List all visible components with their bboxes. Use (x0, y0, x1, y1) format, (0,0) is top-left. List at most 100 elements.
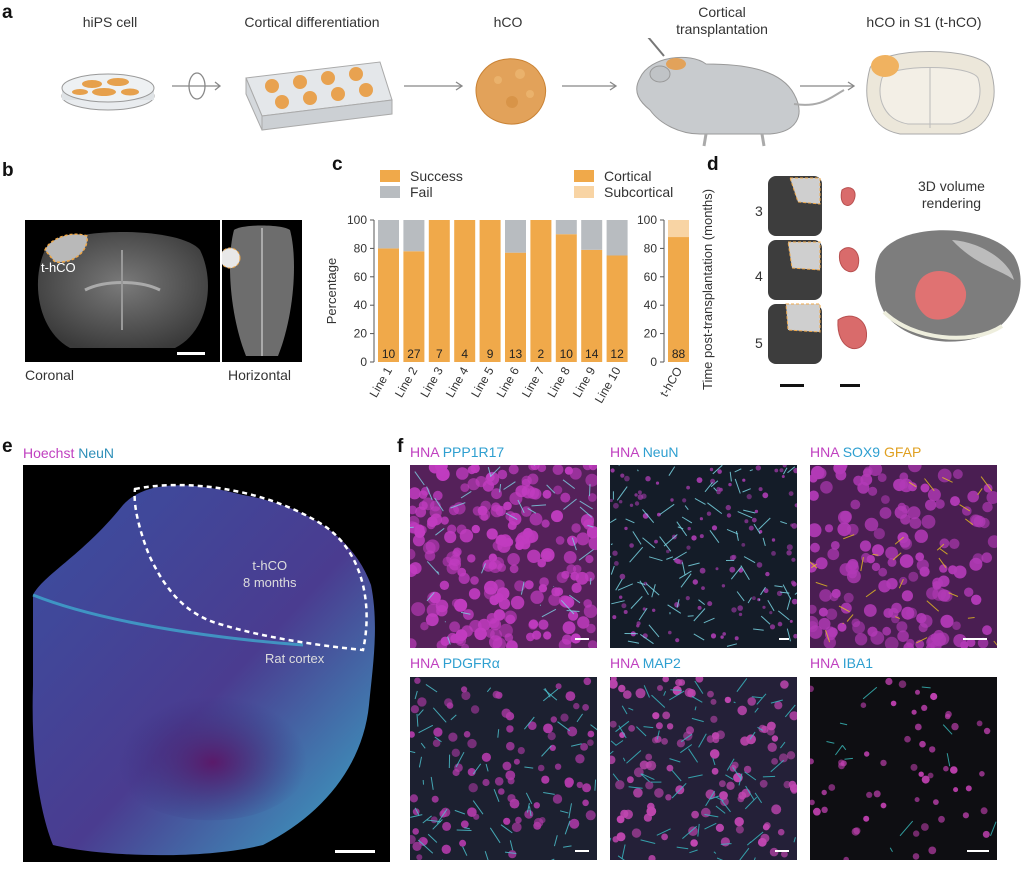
process-fiber (712, 465, 723, 475)
process-fiber (486, 687, 492, 693)
process-fiber (689, 849, 698, 854)
x-tick-label: Line 2 (392, 364, 421, 400)
process-fiber (642, 509, 655, 524)
nucleus-dot (983, 727, 991, 735)
process-fiber (672, 551, 687, 561)
nucleus-dot (899, 536, 911, 548)
nucleus-dot (582, 783, 592, 793)
render-label: 3D volume rendering (918, 178, 985, 211)
y-tick-label-lines: 20 (354, 327, 368, 341)
process-fiber (563, 498, 577, 510)
process-fiber (705, 790, 716, 807)
nucleus-dot (915, 689, 920, 695)
organoid-icon (475, 58, 547, 125)
nucleus-dot (851, 618, 861, 628)
nucleus-dot (711, 732, 720, 740)
nucleus-dot (508, 850, 517, 859)
micrograph-ppp1r17 (410, 465, 597, 648)
nucleus-dot (441, 844, 451, 854)
nucleus-dot (494, 592, 504, 603)
process-fiber (472, 763, 482, 775)
nucleus-dot (789, 711, 797, 721)
process-fiber (640, 773, 650, 783)
nucleus-dot (636, 624, 640, 628)
process-fiber (682, 825, 698, 839)
process-fiber (691, 717, 704, 723)
process-fiber (621, 844, 626, 859)
workflow-illustration (61, 38, 995, 147)
nucleus-dot (571, 523, 581, 533)
nucleus-dot (951, 722, 959, 731)
process-fiber (618, 465, 620, 466)
nucleus-dot (743, 765, 752, 774)
process-fiber (704, 822, 717, 830)
nucleus-dot (868, 486, 878, 496)
stain-label: IBA1 (842, 655, 874, 671)
nucleus-dot (838, 759, 845, 766)
process-fiber (780, 591, 790, 594)
process-fiber (844, 757, 853, 760)
nucleus-dot (965, 785, 972, 792)
process-fiber (610, 750, 614, 755)
nucleus-dot (411, 602, 426, 617)
nucleus-dot (628, 725, 635, 732)
process-fiber (842, 744, 847, 751)
nucleus-dot (585, 473, 597, 487)
nucleus-dot (833, 465, 847, 474)
nucleus-dot (627, 776, 634, 784)
nucleus-dot (539, 817, 546, 824)
nucleus-dot (986, 491, 997, 504)
nucleus-dot (646, 806, 657, 817)
nucleus-dot (486, 528, 498, 540)
nucleus-dot (887, 557, 897, 567)
nucleus-dot (666, 723, 674, 730)
nucleus-dot (533, 802, 540, 809)
nucleus-dot (866, 791, 873, 798)
nucleus-dot (412, 828, 419, 835)
process-fiber (843, 534, 855, 540)
nucleus-dot (492, 690, 501, 699)
process-fiber (579, 506, 593, 518)
y-tick-label-lines: 40 (354, 298, 368, 312)
process-fiber (826, 741, 835, 744)
process-fiber (410, 750, 416, 754)
nucleus-dot (709, 749, 720, 759)
nucleus-dot (884, 636, 899, 648)
nucleus-dot (421, 838, 428, 845)
nucleus-dot (448, 732, 458, 742)
process-fiber (611, 600, 625, 605)
nucleus-dot (567, 726, 578, 737)
process-fiber (676, 599, 680, 608)
process-fiber (710, 795, 720, 800)
process-fiber (786, 628, 791, 642)
nucleus-dot (751, 517, 757, 523)
nucleus-dot (741, 788, 751, 798)
nucleus-dot (455, 635, 467, 647)
nucleus-dot (765, 571, 770, 577)
nucleus-dot (983, 483, 993, 493)
process-fiber (615, 578, 623, 591)
nucleus-dot (498, 788, 505, 795)
process-fiber (946, 753, 951, 767)
process-fiber (756, 693, 767, 705)
process-fiber (715, 805, 726, 814)
nucleus-dot (971, 594, 982, 605)
process-fiber (472, 800, 484, 815)
stain-label: MAP2 (642, 655, 681, 671)
nucleus-dot (726, 513, 732, 518)
nucleus-dot (791, 598, 797, 605)
process-fiber (688, 562, 700, 567)
nucleus-dot (710, 478, 716, 484)
process-fiber (499, 484, 502, 493)
nucleus-dot (460, 820, 469, 829)
nucleus-dot (914, 529, 928, 543)
nucleus-dot (810, 685, 814, 692)
process-fiber (541, 745, 552, 757)
process-fiber (704, 482, 713, 493)
nucleus-dot (483, 559, 493, 569)
bar-success (555, 234, 577, 362)
process-fiber (610, 555, 612, 558)
nucleus-dot (587, 493, 597, 502)
process-fiber (642, 537, 656, 549)
region-label-rat-cortex: Rat cortex (265, 651, 325, 666)
